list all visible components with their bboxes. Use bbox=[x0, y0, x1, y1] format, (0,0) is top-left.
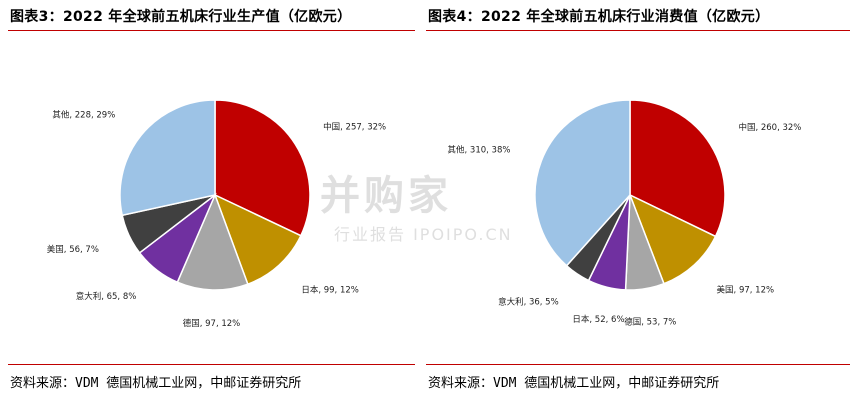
slice-label-0: 中国, 257, 32% bbox=[323, 122, 386, 133]
slice-label-1: 美国, 97, 12% bbox=[717, 284, 775, 295]
slice-label-3: 日本, 52, 6% bbox=[572, 314, 624, 325]
slice-label-1: 日本, 99, 12% bbox=[301, 284, 359, 295]
pie-slice-5 bbox=[534, 99, 631, 267]
pie-slice-0 bbox=[214, 99, 311, 237]
pie-chart-production: 中国, 257, 32% 日本, 99, 12% 德国, 97, 12% 意大利, 6… bbox=[47, 99, 386, 329]
title-divider-right bbox=[426, 30, 850, 31]
pie-chart-consumption: 中国, 260, 32% 美国, 97, 12% 德国, 53, 7%日本, 52,… bbox=[448, 99, 801, 327]
pie-slice-1 bbox=[213, 193, 302, 286]
slice-label-2: 德国, 53, 7% bbox=[624, 316, 676, 327]
source-note-right: 资料来源：VDM 德国机械工业网，中邮证券研究所 bbox=[428, 376, 720, 391]
pie-slice-2 bbox=[176, 192, 249, 291]
source-divider-left bbox=[8, 364, 415, 365]
slice-label-3: 意大利, 65, 8% bbox=[76, 291, 137, 302]
source-note-left: 资料来源：VDM 德国机械工业网，中邮证券研究所 bbox=[10, 376, 302, 391]
slice-label-4: 意大利, 36, 5% bbox=[498, 296, 559, 307]
slice-label-5: 其他, 310, 38% bbox=[448, 144, 511, 155]
pie-slice-5 bbox=[119, 99, 216, 217]
slice-label-2: 德国, 97, 12% bbox=[183, 318, 241, 329]
chart-title-consumption: 图表4：2022 年全球前五机床行业消费值（亿欧元） bbox=[428, 9, 770, 25]
source-divider-right bbox=[426, 364, 850, 365]
title-divider-left bbox=[8, 30, 415, 31]
pie-slice-0 bbox=[629, 99, 726, 238]
slice-label-5: 其他, 228, 29% bbox=[52, 110, 115, 121]
slice-label-0: 中国, 260, 32% bbox=[738, 122, 801, 133]
slice-label-4: 美国, 56, 7% bbox=[47, 244, 99, 255]
pie-slice-1 bbox=[628, 193, 717, 285]
chart-title-production: 图表3：2022 年全球前五机床行业生产值（亿欧元） bbox=[10, 9, 352, 25]
